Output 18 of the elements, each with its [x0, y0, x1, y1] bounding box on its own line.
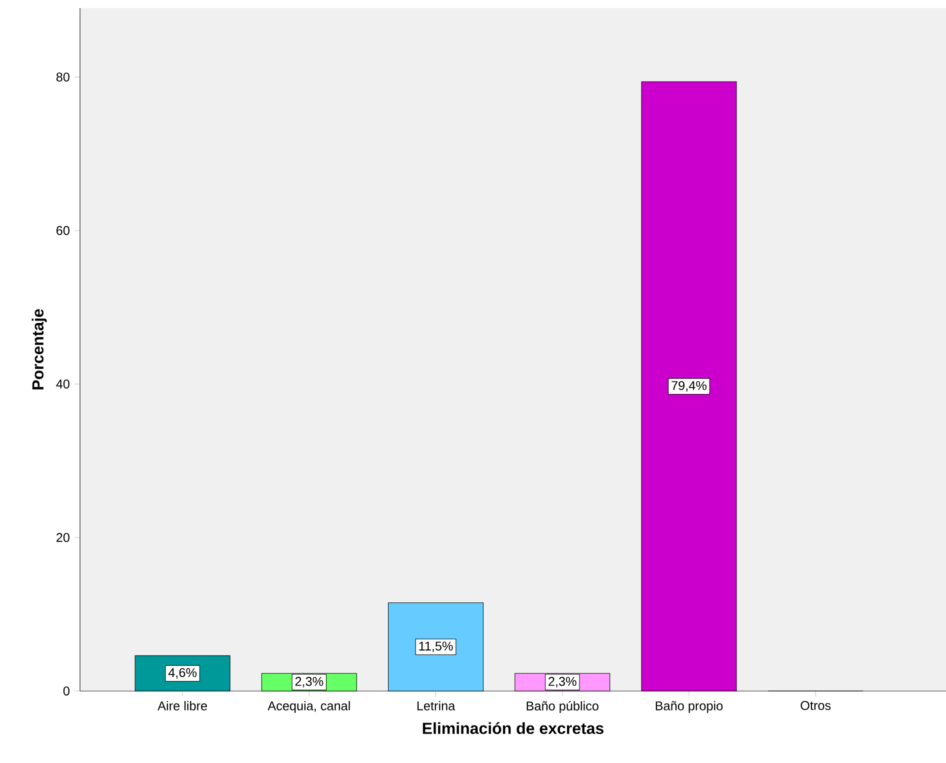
- data-label: 2,3%: [295, 676, 324, 688]
- x-tick-label: Otros: [800, 701, 831, 710]
- y-tick-label: 40: [56, 380, 70, 389]
- x-axis-title: Eliminación de excretas: [422, 722, 604, 734]
- data-label: 11,5%: [419, 642, 453, 652]
- x-tick-label: Baño propio: [656, 701, 723, 713]
- x-tick-label: Acequia, canal: [268, 701, 350, 713]
- data-label: 2,3%: [548, 676, 576, 688]
- y-tick-label: 60: [56, 226, 70, 236]
- x-tick-label: Letrina: [417, 701, 456, 710]
- y-tick-label: 0: [63, 686, 70, 696]
- y-axis-title: Porcentaje: [32, 309, 47, 390]
- y-tick-label: 20: [56, 533, 70, 542]
- data-label: 79,4%: [672, 381, 706, 392]
- x-tick-label: Baño público: [526, 701, 598, 713]
- data-label: 4,6%: [168, 668, 197, 679]
- y-tick-label: 80: [56, 72, 70, 82]
- x-tick-label: Aire libre: [158, 701, 207, 710]
